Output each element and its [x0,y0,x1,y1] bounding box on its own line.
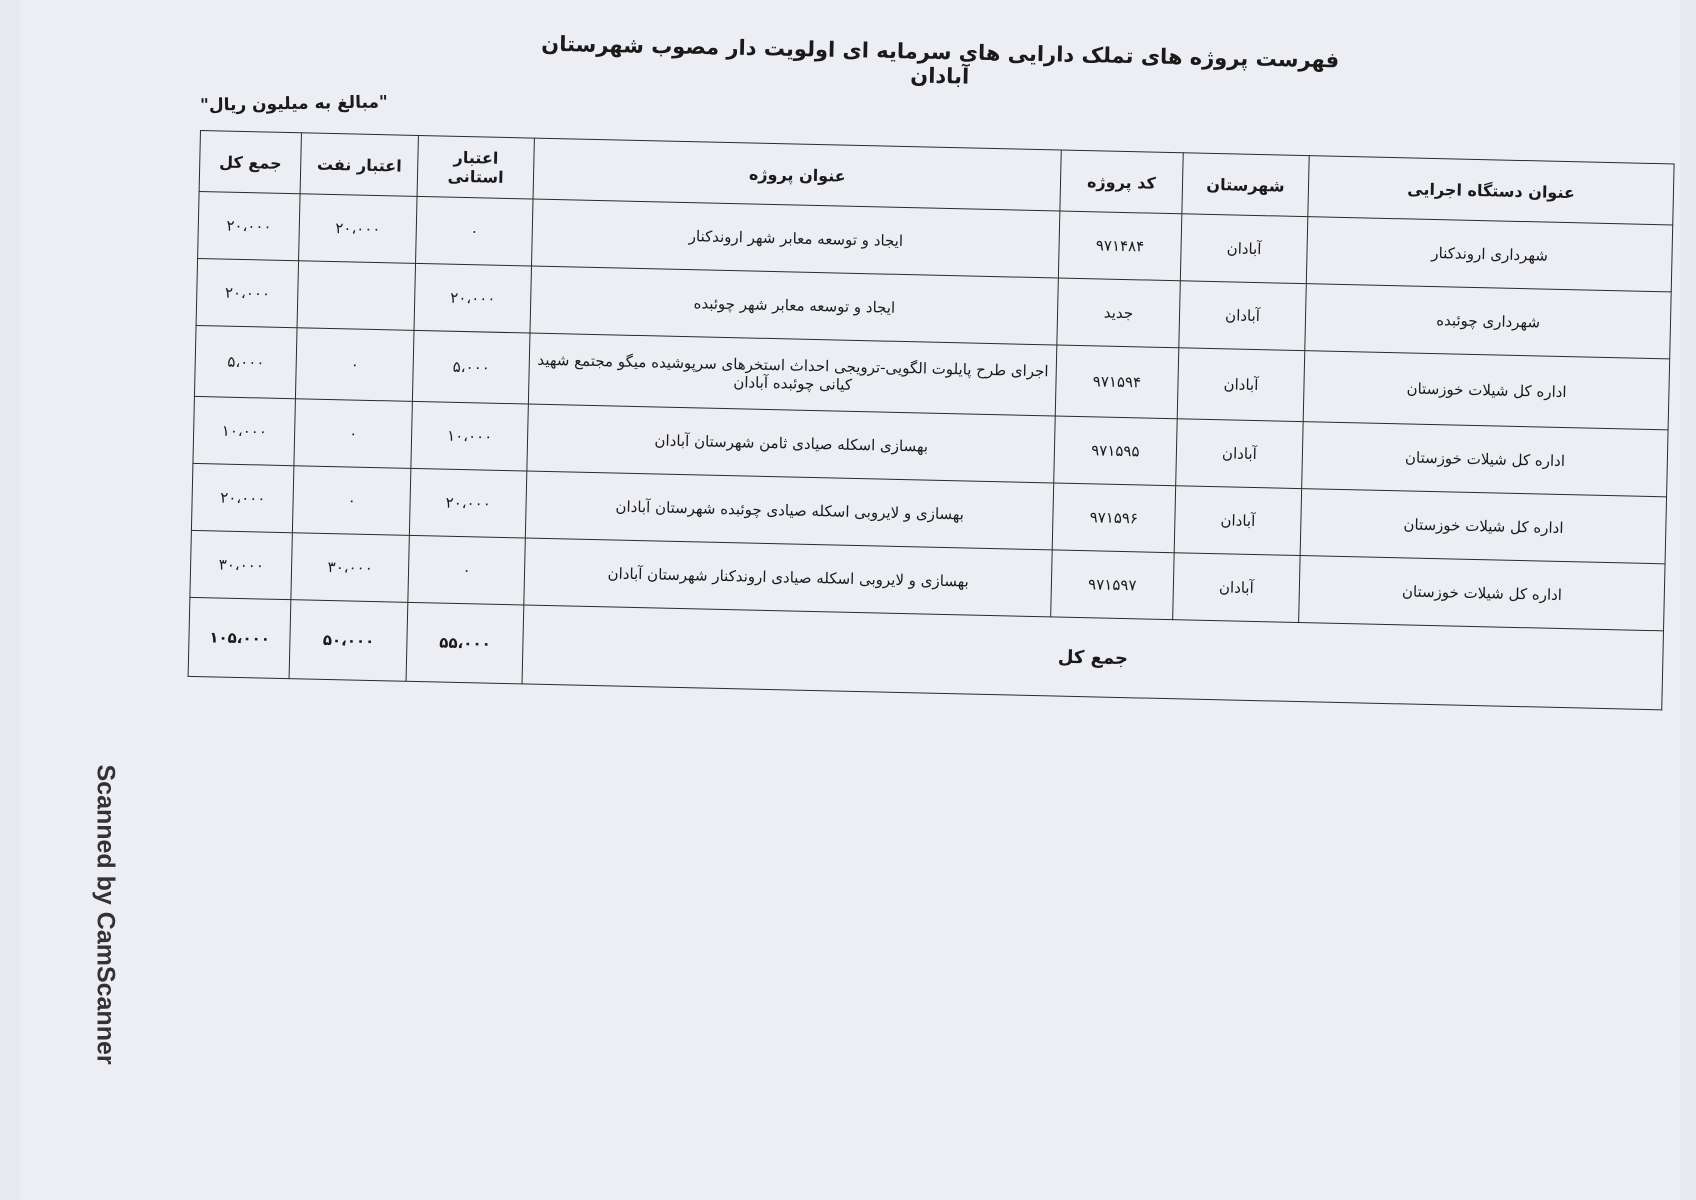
total-oil: ۵۰،۰۰۰ [289,599,408,682]
cell-oil: ۰ [292,465,411,536]
cell-total: ۵،۰۰۰ [194,325,298,399]
cell-city: آبادان [1173,485,1302,556]
header-provincial: اعتبار استانی [416,135,535,200]
cell-city: آبادان [1180,213,1309,284]
cell-agency: شهرداری اروندکنار [1306,216,1673,292]
cell-code: ۹۷۱۴۸۴ [1058,211,1182,281]
cell-total: ۲۰،۰۰۰ [191,463,295,533]
cell-provincial: ۱۰،۰۰۰ [410,401,529,472]
header-agency: عنوان دستگاه اجرایی [1308,155,1675,225]
cell-code: ۹۷۱۵۹۴ [1055,344,1179,419]
cell-total: ۱۰،۰۰۰ [192,396,296,466]
cell-agency: اداره کل شیلات خوزستان [1300,488,1667,564]
cell-code: جدید [1056,278,1181,348]
cell-agency: اداره کل شیلات خوزستان [1298,555,1666,631]
header-oil: اعتبار نفت [300,132,419,197]
cell-total: ۳۰،۰۰۰ [189,530,293,600]
header-city: شهرستان [1181,152,1310,217]
cell-total: ۲۰،۰۰۰ [197,191,301,261]
cell-project: بهسازی اسکله صیادی ثامن شهرستان آبادان [527,404,1056,483]
cell-oil: ۰ [294,398,413,469]
cell-oil: ۰ [295,327,414,402]
cell-oil: ۲۰،۰۰۰ [298,193,417,264]
cell-agency: اداره کل شیلات خوزستان [1303,350,1670,430]
cell-project: ایجاد و توسعه معابر شهر چوئبده [530,266,1059,345]
cell-city: آبادان [1175,418,1304,489]
cell-code: ۹۷۱۵۹۵ [1053,415,1177,486]
document-title: فهرست پروژه های تملک دارایی های سرمایه ا… [541,31,1340,89]
cell-code: ۹۷۱۵۹۶ [1052,482,1176,553]
cell-oil: ۳۰،۰۰۰ [291,532,410,603]
cell-total: ۲۰،۰۰۰ [196,258,299,328]
cell-project: بهسازی و لایروبی اسکله صیادی اروندکنار ش… [524,537,1053,617]
header-total: جمع کل [199,130,302,194]
cell-provincial: ۲۰،۰۰۰ [409,468,528,538]
camscanner-watermark: Scanned by CamScanner [91,764,120,1065]
cell-project: اجرای طرح پایلوت الگویی-ترویجی احداث است… [528,333,1057,416]
cell-provincial: ۰ [415,196,534,267]
cell-project: بهسازی و لایروبی اسکله صیادی چوئبده شهرس… [525,471,1054,550]
cell-city: آبادان [1178,280,1307,351]
projects-table: عنوان دستگاه اجرایی شهرستان کد پروژه عنو… [188,130,1675,710]
header-code: کد پروژه [1060,150,1183,214]
projects-table-wrapper: عنوان دستگاه اجرایی شهرستان کد پروژه عنو… [188,130,1675,710]
cell-city: آبادان [1176,347,1306,422]
unit-note: "مبالغ به میلیون ریال" [199,92,388,116]
cell-city: آبادان [1172,552,1301,623]
cell-agency: شهرداری چوئبده [1305,283,1672,359]
cell-project: ایجاد و توسعه معابر شهر اروندکنار [531,199,1061,279]
cell-provincial: ۵،۰۰۰ [412,330,531,405]
cell-provincial: ۰ [407,535,526,605]
total-grand: ۱۰۵،۰۰۰ [188,597,292,679]
cell-provincial: ۲۰،۰۰۰ [413,263,532,334]
cell-code: ۹۷۱۵۹۷ [1050,549,1174,620]
cell-agency: اداره کل شیلات خوزستان [1301,421,1669,497]
cell-oil [297,260,416,331]
scanned-page: فهرست پروژه های تملک دارایی های سرمایه ا… [20,0,1680,1200]
total-provincial: ۵۵،۰۰۰ [405,602,525,684]
